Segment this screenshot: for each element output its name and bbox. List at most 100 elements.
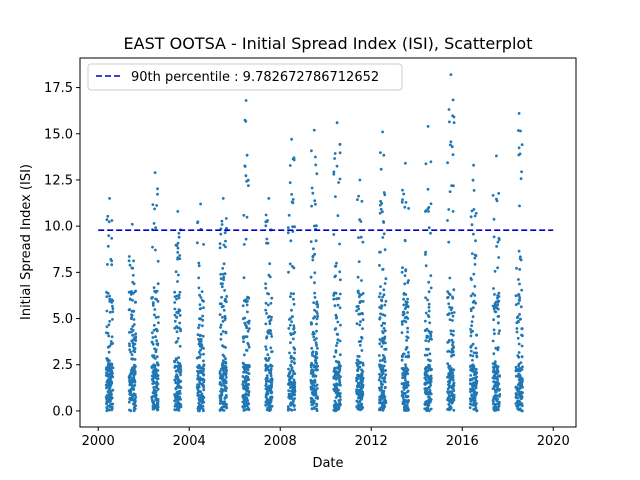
scatter-point — [383, 193, 387, 197]
scatter-point — [156, 192, 159, 196]
scatter-point — [173, 319, 177, 323]
scatter-point — [316, 346, 319, 350]
scatter-point — [517, 408, 521, 412]
scatter-point — [360, 336, 364, 340]
scatter-point-max — [449, 73, 453, 76]
scatter-point — [361, 390, 364, 394]
scatter-point — [267, 356, 271, 360]
scatter-point — [291, 370, 295, 373]
scatter-point — [514, 365, 518, 369]
scatter-point — [151, 245, 154, 249]
scatter-point — [429, 202, 433, 206]
scatter-point — [175, 297, 178, 301]
scatter-point — [497, 291, 501, 295]
scatter-point — [497, 236, 501, 240]
scatter-point — [471, 354, 475, 358]
scatter-point — [128, 348, 132, 352]
scatter-point — [176, 326, 180, 330]
scatter-point — [514, 385, 518, 389]
scatter-point — [401, 372, 405, 375]
scatter-point — [312, 335, 316, 339]
scatter-point — [469, 276, 473, 280]
scatter-point — [337, 362, 341, 366]
scatter-point — [449, 372, 453, 376]
scatter-point — [423, 381, 427, 385]
scatter-point — [223, 402, 227, 406]
scatter-point — [475, 371, 479, 375]
scatter-point — [174, 386, 178, 390]
scatter-point — [219, 272, 223, 276]
scatter-point — [156, 259, 160, 263]
scatter-point — [452, 393, 456, 397]
scatter-point — [225, 226, 228, 230]
scatter-point — [472, 384, 475, 388]
scatter-point — [268, 319, 272, 323]
scatter-point — [405, 381, 408, 385]
scatter-point — [383, 329, 387, 333]
scatter-point — [518, 378, 522, 382]
scatter-point — [154, 386, 158, 389]
scatter-point — [245, 335, 249, 339]
scatter-point — [245, 348, 248, 352]
y-tick-label: 5.0 — [52, 312, 73, 327]
scatter-point — [173, 313, 177, 317]
scatter-point — [127, 375, 131, 378]
scatter-point — [517, 382, 521, 386]
scatter-point — [429, 367, 433, 371]
scatter-point — [152, 404, 156, 408]
scatter-point — [314, 155, 317, 159]
scatter-point — [267, 329, 270, 333]
scatter-point — [245, 374, 248, 378]
scatter-point — [150, 365, 154, 368]
scatter-point — [447, 375, 450, 379]
scatter-point — [313, 271, 317, 275]
scatter-point — [176, 400, 180, 404]
scatter-point — [292, 292, 295, 296]
scatter-point — [223, 384, 227, 388]
scatter-point — [517, 298, 521, 302]
scatter-point — [519, 305, 523, 309]
scatter-point — [243, 366, 247, 369]
scatter-point — [357, 260, 361, 263]
legend-box — [87, 63, 403, 91]
scatter-point — [108, 300, 112, 303]
scatter-point — [269, 374, 273, 378]
scatter-point — [470, 223, 474, 227]
scatter-point — [448, 190, 452, 194]
scatter-point — [133, 380, 137, 383]
scatter-point — [448, 408, 451, 412]
scatter-point — [310, 346, 314, 350]
scatter-point — [286, 226, 290, 230]
scatter-point — [428, 352, 432, 356]
scatter-point — [292, 297, 295, 301]
scatter-point — [197, 350, 201, 354]
scatter-point — [332, 170, 336, 174]
scatter-point — [288, 397, 292, 400]
scatter-point — [221, 344, 224, 348]
scatter-point — [406, 390, 409, 394]
scatter-point-max — [358, 178, 362, 182]
scatter-point — [493, 269, 497, 273]
scatter-point — [427, 290, 431, 294]
scatter-point — [221, 373, 225, 376]
scatter-point — [155, 339, 159, 343]
scatter-point — [474, 406, 478, 410]
scatter-point — [497, 332, 501, 335]
scatter-point — [110, 408, 114, 412]
scatter-point — [427, 385, 431, 389]
scatter-point — [406, 355, 410, 359]
scatter-point — [268, 322, 272, 325]
scatter-point — [265, 348, 268, 351]
scatter-point — [332, 369, 336, 373]
scatter-point — [132, 407, 136, 410]
scatter-point — [378, 211, 382, 215]
scatter-point — [517, 294, 521, 297]
scatter-point — [130, 266, 134, 270]
scatter-point — [179, 373, 183, 377]
scatter-point — [447, 402, 451, 406]
scatter-point — [289, 401, 293, 405]
y-tick-label: 12.5 — [44, 173, 73, 188]
scatter-point — [450, 377, 454, 381]
scatter-point — [356, 354, 360, 358]
